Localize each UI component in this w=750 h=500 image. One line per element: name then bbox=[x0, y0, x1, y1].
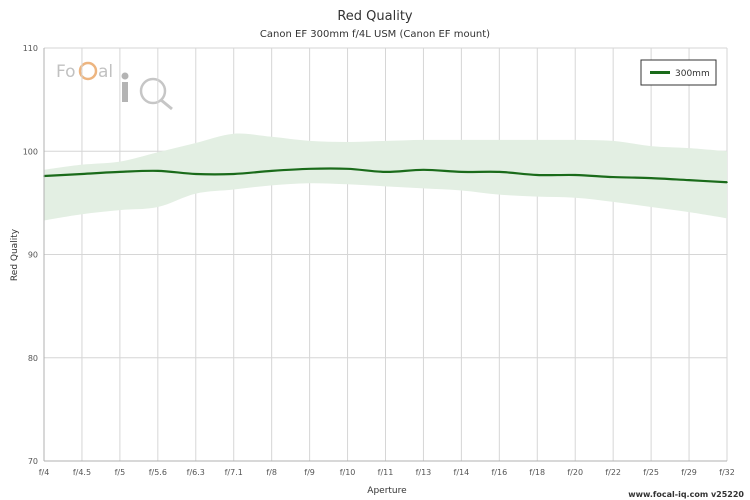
data-point bbox=[194, 173, 197, 175]
logo-magnifier-icon bbox=[139, 77, 167, 105]
x-tick-label: f/4.5 bbox=[73, 468, 91, 477]
logo-aperture-icon bbox=[78, 61, 98, 81]
data-point bbox=[346, 168, 349, 170]
data-point bbox=[422, 169, 425, 171]
focal-iq-logo: Fo al bbox=[56, 61, 173, 111]
chart-title: Red Quality bbox=[337, 9, 413, 24]
x-tick-label: f/11 bbox=[378, 468, 394, 477]
x-tick-label: f/5.6 bbox=[149, 468, 167, 477]
x-tick-labels: f/4 f/4.5 f/5 f/5.6 f/6.3 f/7.1 f/8 f/9 f/10 f/11… bbox=[39, 468, 735, 477]
x-tick-label: f/5 bbox=[115, 468, 126, 477]
x-tick-label: f/9 bbox=[304, 468, 315, 477]
x-tick-label: f/18 bbox=[529, 468, 545, 477]
x-tick-label: f/20 bbox=[567, 468, 583, 477]
data-point bbox=[119, 171, 121, 173]
chart-grid bbox=[43, 47, 728, 462]
data-point bbox=[498, 171, 501, 173]
data-point bbox=[270, 170, 273, 172]
x-tick-label: f/10 bbox=[340, 468, 356, 477]
logo-text-focal: Fo bbox=[56, 62, 76, 82]
logo-magnifier-handle bbox=[160, 98, 173, 111]
y-axis-label: Red Quality bbox=[10, 228, 20, 281]
data-point bbox=[574, 174, 577, 176]
x-tick-label: f/16 bbox=[491, 468, 507, 477]
data-point bbox=[157, 170, 159, 172]
logo-i-dot bbox=[121, 72, 129, 80]
data-point bbox=[536, 174, 539, 176]
y-tick-label: 110 bbox=[23, 44, 38, 53]
chart-subtitle: Canon EF 300mm f/4L USM (Canon EF mount) bbox=[260, 29, 490, 40]
x-tick-label: f/32 bbox=[719, 468, 735, 477]
legend-label-300mm: 300mm bbox=[675, 69, 710, 79]
legend: 300mm bbox=[640, 59, 717, 86]
data-point bbox=[384, 171, 387, 173]
x-tick-label: f/14 bbox=[454, 468, 470, 477]
y-tick-label: 80 bbox=[28, 354, 38, 363]
x-tick-label: f/22 bbox=[605, 468, 621, 477]
data-point bbox=[232, 173, 235, 175]
series-range-band bbox=[44, 133, 727, 221]
x-tick-label: f/7.1 bbox=[225, 468, 243, 477]
logo-text-al: al bbox=[98, 62, 113, 82]
data-point bbox=[460, 171, 463, 173]
logo-i-stem bbox=[122, 82, 128, 102]
data-point bbox=[650, 177, 652, 179]
data-point bbox=[726, 181, 728, 184]
x-tick-label: f/6.3 bbox=[187, 468, 205, 477]
x-tick-label: f/4 bbox=[39, 468, 50, 477]
x-tick-label: f/29 bbox=[681, 468, 697, 477]
y-tick-label: 90 bbox=[28, 251, 38, 260]
y-tick-labels: 70 80 90 100 110 bbox=[23, 44, 38, 466]
data-point bbox=[81, 173, 83, 175]
x-axis-label: Aperture bbox=[367, 486, 407, 496]
x-tick-label: f/8 bbox=[266, 468, 277, 477]
data-point bbox=[612, 176, 614, 178]
credit-text: www.focal-iq.com v25220 bbox=[628, 490, 744, 499]
data-point bbox=[688, 179, 690, 181]
data-point bbox=[308, 168, 311, 170]
range-band-300mm bbox=[44, 133, 727, 221]
y-tick-label: 100 bbox=[23, 147, 38, 156]
chart-axes bbox=[43, 48, 727, 462]
x-tick-label: f/25 bbox=[643, 468, 659, 477]
y-tick-label: 70 bbox=[28, 457, 38, 466]
x-tick-label: f/13 bbox=[416, 468, 432, 477]
